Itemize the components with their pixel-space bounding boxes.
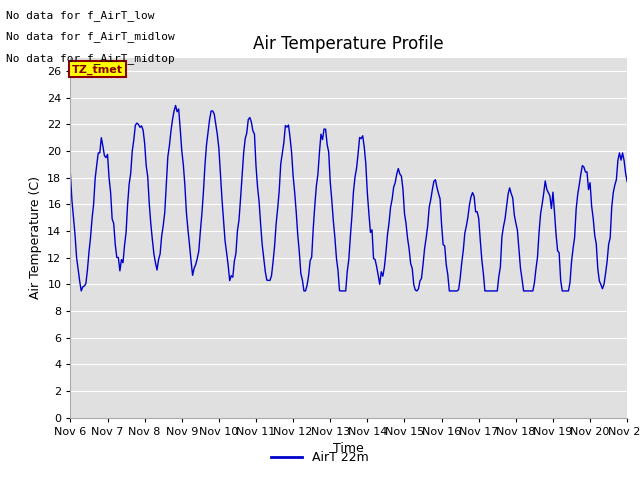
Text: No data for f_AirT_midtop: No data for f_AirT_midtop: [6, 53, 175, 64]
Legend: AirT 22m: AirT 22m: [266, 446, 374, 469]
Text: TZ_tmet: TZ_tmet: [72, 64, 124, 74]
Title: Air Temperature Profile: Air Temperature Profile: [253, 35, 444, 53]
X-axis label: Time: Time: [333, 442, 364, 455]
Text: No data for f_AirT_midlow: No data for f_AirT_midlow: [6, 31, 175, 42]
Text: No data for f_AirT_low: No data for f_AirT_low: [6, 10, 155, 21]
Y-axis label: Air Temperature (C): Air Temperature (C): [29, 176, 42, 299]
